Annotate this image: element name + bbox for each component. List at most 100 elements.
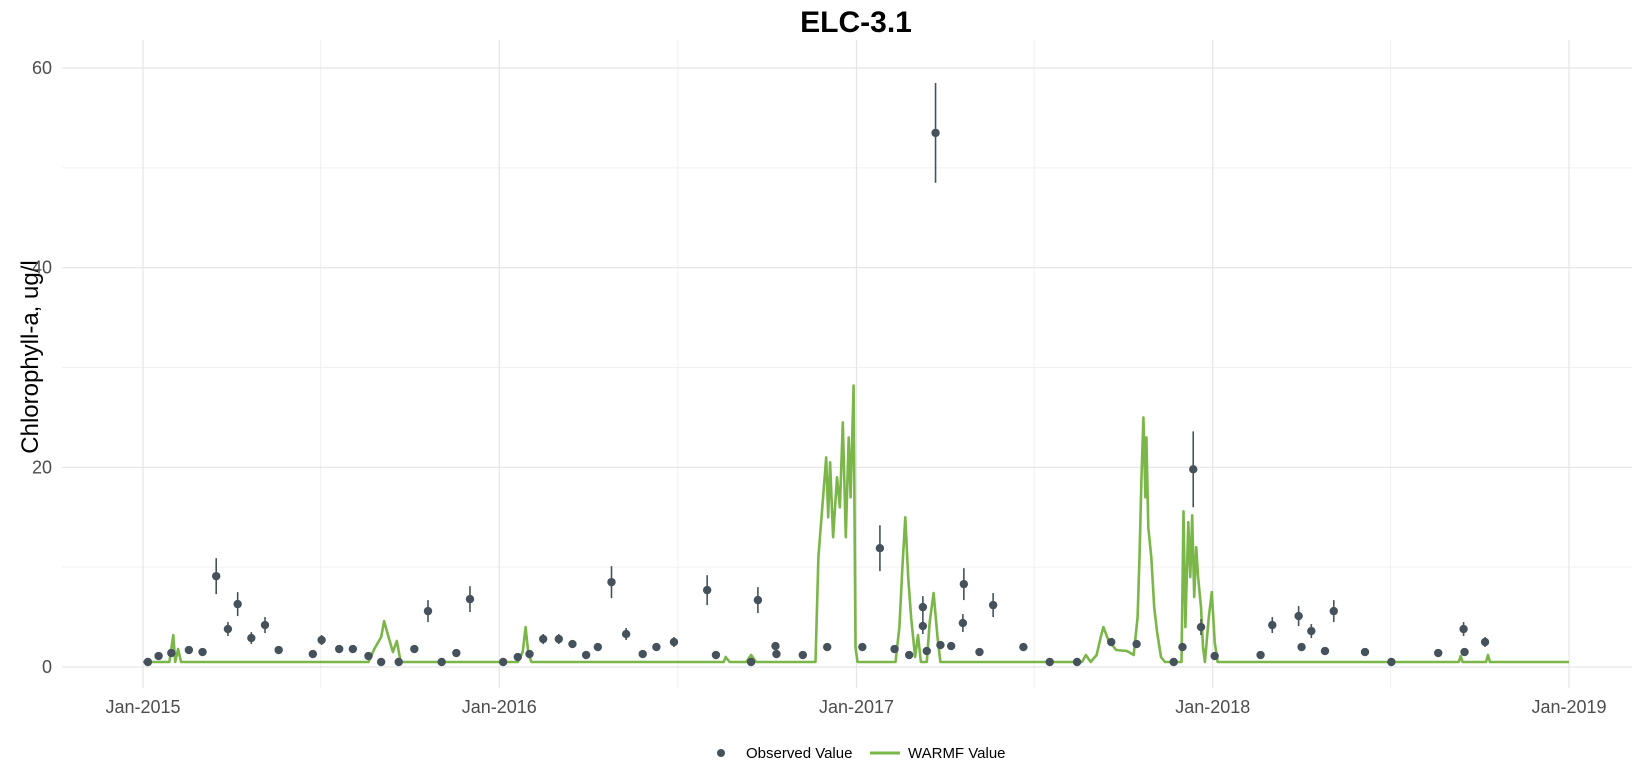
observed-point (1360, 647, 1370, 657)
observed-point (1169, 657, 1178, 667)
observed-point (437, 657, 446, 667)
observed-point (975, 647, 984, 657)
legend-observed-label: Observed Value (746, 745, 852, 762)
observed-point (1072, 657, 1082, 667)
observed-point (858, 642, 867, 652)
observed-point (946, 641, 956, 651)
observed-point (260, 620, 270, 630)
observed-point (154, 651, 163, 661)
observed-point (1189, 465, 1198, 474)
observed-point (621, 629, 631, 639)
y-tick-labels: 0 20 40 60 (32, 58, 52, 677)
observed-point (593, 642, 603, 652)
observed-point (1045, 657, 1054, 667)
legend-observed-marker (717, 749, 725, 757)
observed-point (317, 635, 326, 645)
observed-point (525, 649, 534, 659)
observed-point (394, 657, 403, 667)
x-tick-label: Jan-2019 (1531, 697, 1606, 717)
observed-point (1256, 650, 1265, 660)
observed-point (554, 634, 563, 644)
observed-point (931, 128, 940, 138)
y-axis-label: Chlorophyll-a, ug/l (17, 260, 44, 453)
observed-point (936, 640, 945, 650)
observed-point (423, 606, 433, 616)
x-tick-labels: Jan-2015 Jan-2016 Jan-2017 Jan-2018 Jan-2019 (105, 697, 1606, 717)
observed-point (875, 543, 885, 553)
observed-point (247, 633, 256, 643)
x-tick-label: Jan-2017 (819, 697, 894, 717)
observed-point (1268, 620, 1277, 630)
observed-point (410, 644, 419, 654)
observed-point (1107, 637, 1116, 647)
observed-series (143, 82, 1490, 667)
observed-point (334, 644, 344, 654)
observed-point (274, 645, 283, 655)
legend: Observed Value WARMF Value (717, 745, 1006, 762)
observed-point (1320, 646, 1330, 656)
observed-point (958, 618, 968, 628)
warmf-series (143, 384, 1569, 664)
observed-point (753, 595, 763, 605)
observed-point (1434, 648, 1443, 658)
observed-point (711, 650, 721, 660)
observed-point (538, 634, 548, 644)
observed-point (890, 644, 899, 654)
observed-point (376, 657, 386, 667)
observed-point (1480, 637, 1490, 647)
observed-point (1459, 624, 1468, 634)
observed-point (1196, 622, 1206, 632)
y-tick-label: 0 (42, 657, 52, 677)
observed-point (223, 624, 233, 634)
observed-point (746, 657, 756, 667)
observed-point (638, 649, 647, 659)
observed-point (465, 594, 475, 604)
observed-point (918, 621, 928, 631)
observed-point (1387, 657, 1396, 667)
chart-title: ELC-3.1 (800, 6, 912, 39)
observed-point (348, 644, 358, 654)
observed-point (1460, 647, 1469, 657)
observed-point (904, 650, 914, 660)
observed-point (581, 650, 591, 660)
observed-point (1178, 642, 1187, 652)
observed-point (702, 585, 712, 595)
observed-point (198, 647, 207, 657)
warmf-line (143, 384, 1569, 664)
observed-point (143, 657, 153, 667)
observed-point (988, 600, 998, 610)
observed-point (771, 641, 780, 651)
observed-point (823, 642, 832, 652)
observed-point (498, 657, 508, 667)
y-tick-label: 60 (32, 58, 52, 78)
observed-point (1210, 651, 1219, 661)
observed-point (233, 599, 242, 609)
observed-point (452, 648, 461, 658)
observed-point (652, 642, 661, 652)
y-tick-label: 40 (32, 258, 52, 278)
observed-point (1019, 642, 1028, 652)
observed-point (167, 648, 176, 658)
observed-point (798, 650, 808, 660)
observed-point (184, 645, 194, 655)
observed-point (1329, 606, 1338, 616)
observed-point (1294, 611, 1303, 621)
x-tick-label: Jan-2015 (105, 697, 180, 717)
y-tick-label: 20 (32, 457, 52, 477)
observed-point (918, 602, 928, 612)
observed-point (568, 639, 577, 649)
observed-point (364, 651, 373, 661)
grid (62, 40, 1632, 688)
observed-point (1307, 626, 1316, 636)
observed-point (308, 649, 318, 659)
observed-point (212, 571, 221, 581)
observed-point (607, 577, 616, 587)
legend-warmf-label: WARMF Value (908, 745, 1006, 762)
observed-point (772, 649, 781, 659)
observed-point (1297, 642, 1306, 652)
x-tick-label: Jan-2018 (1175, 697, 1250, 717)
observed-point (513, 652, 523, 662)
observed-point (1132, 639, 1141, 649)
x-tick-label: Jan-2016 (462, 697, 537, 717)
